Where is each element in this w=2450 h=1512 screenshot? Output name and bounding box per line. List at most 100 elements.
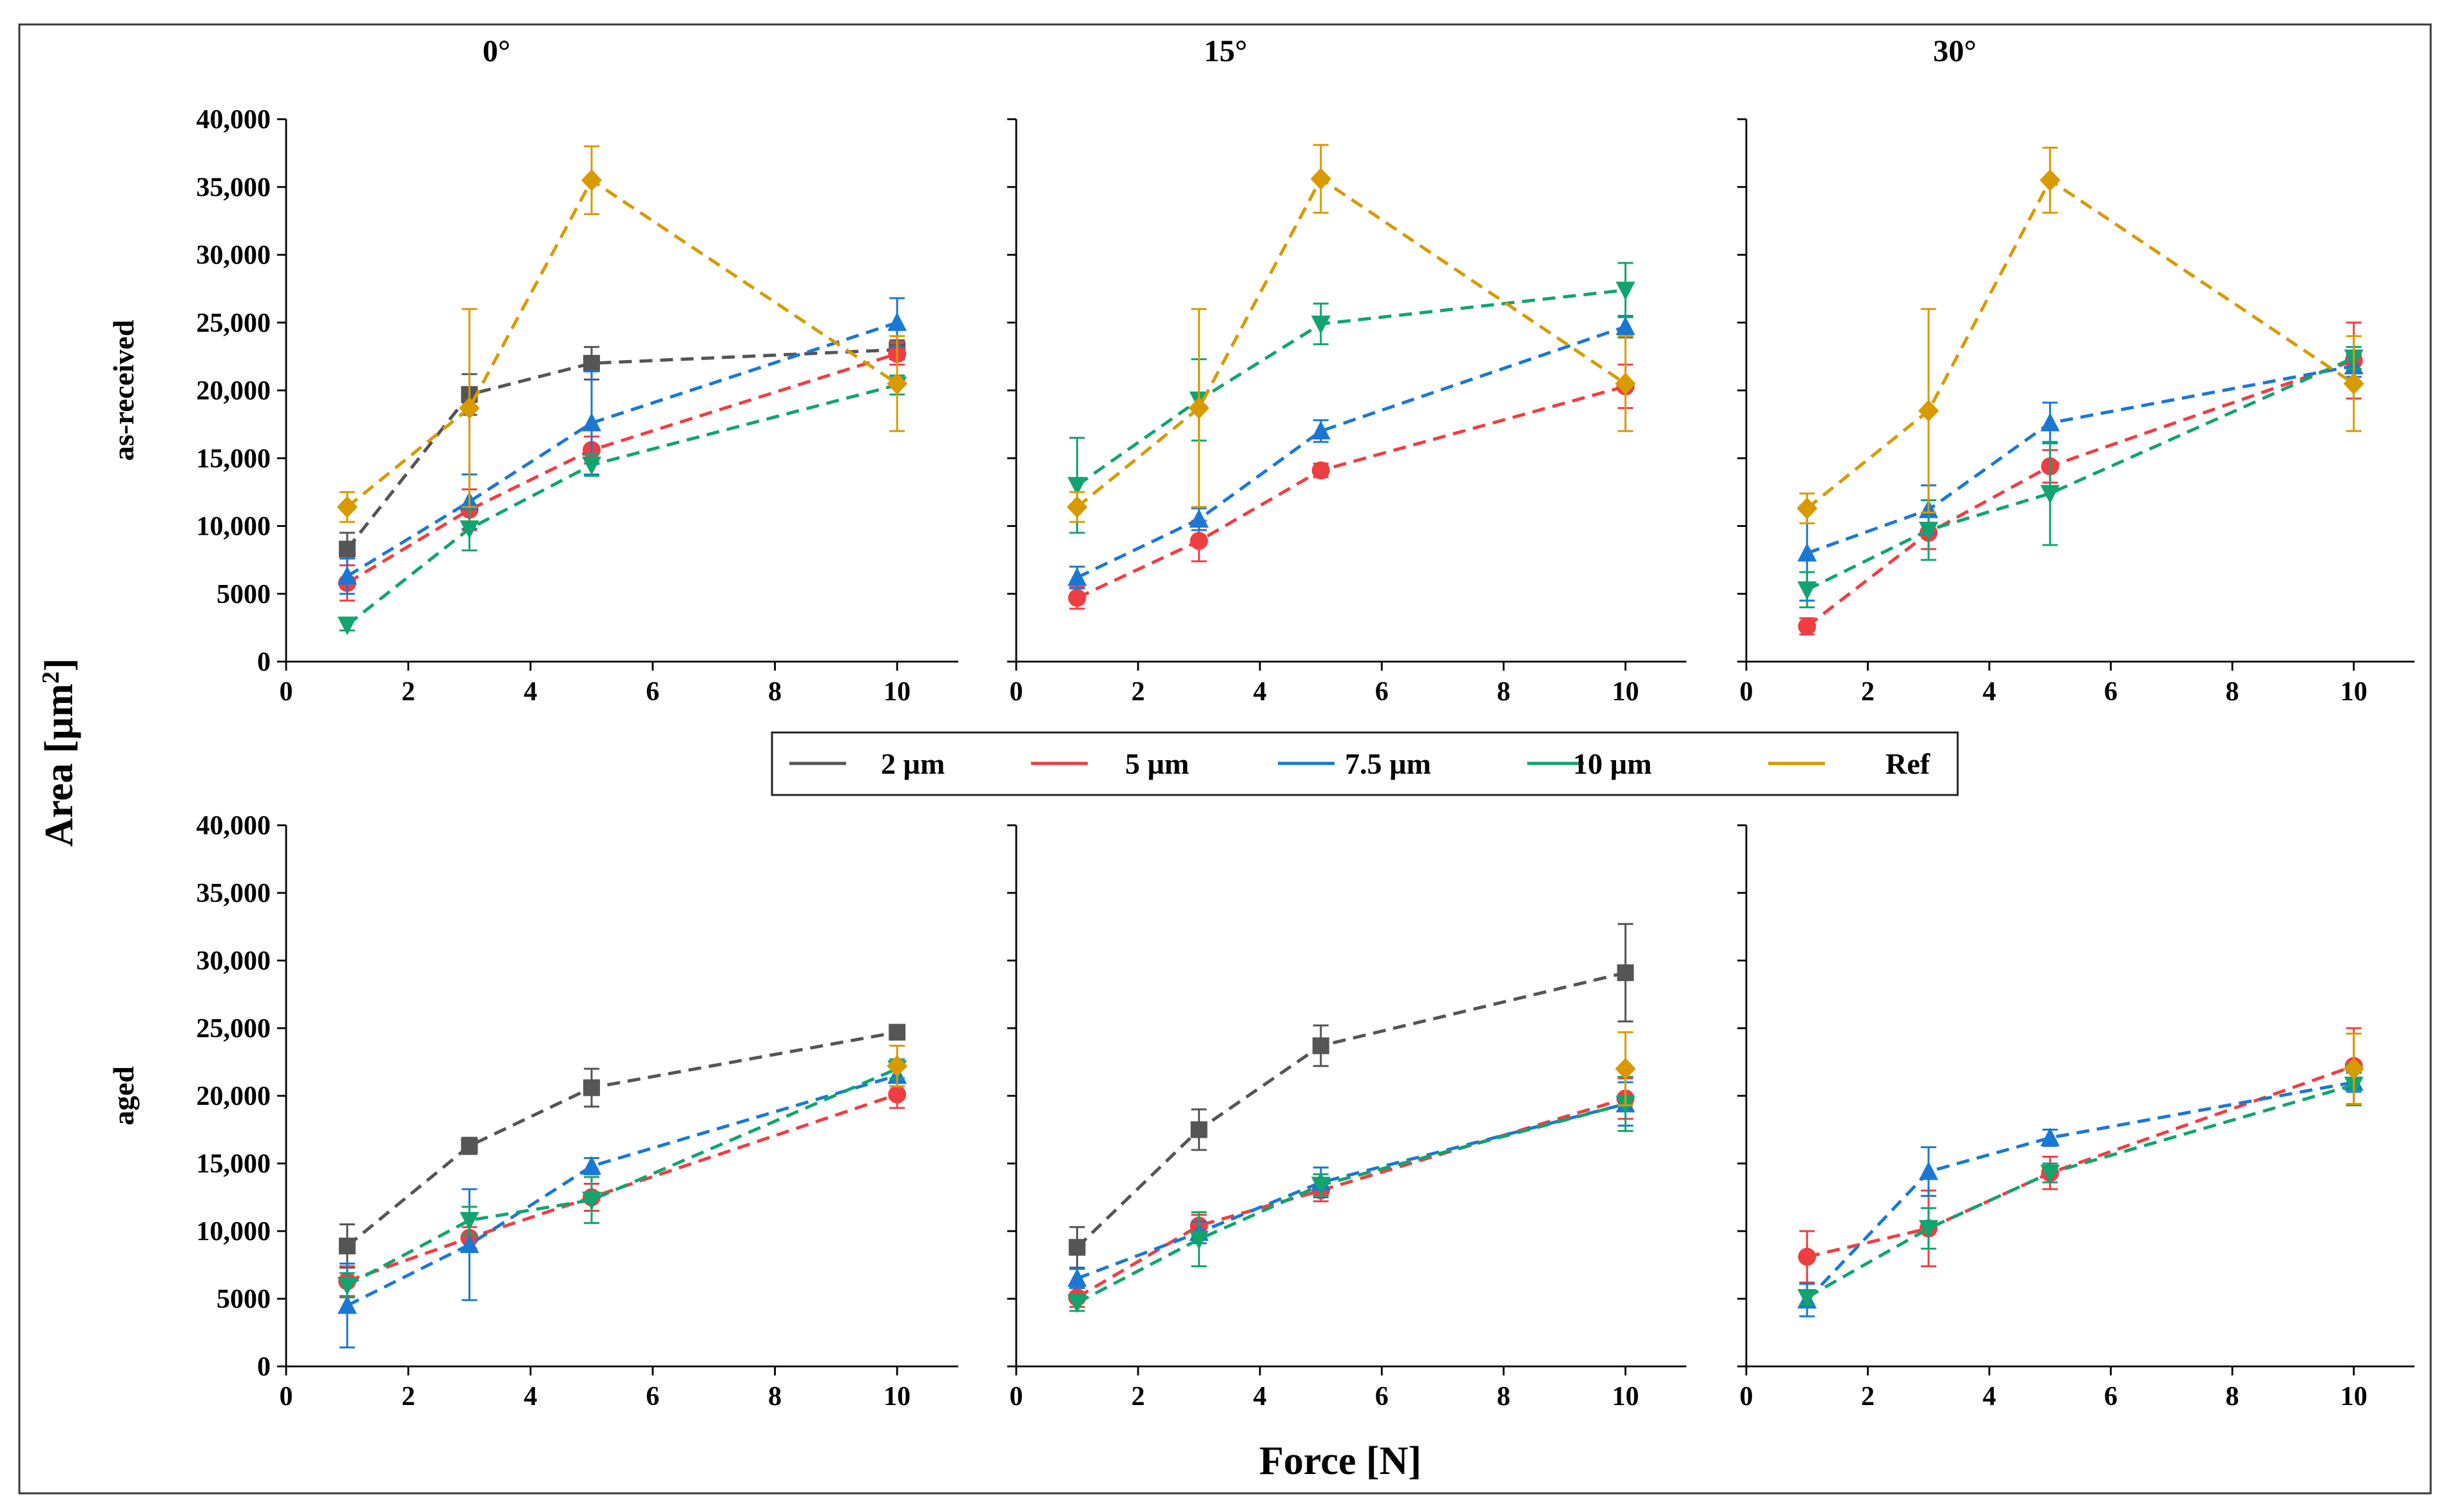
data-point [1189,508,1209,528]
y-tick-label: 15,000 [197,444,271,474]
data-point [583,354,601,372]
data-point [582,1191,602,1211]
data-point [1067,567,1087,586]
y-axis-title-superscript: 2 [37,671,64,684]
x-tick-label: 6 [1375,1382,1389,1412]
x-tick-label: 10 [883,1382,911,1412]
y-axis-title-base: Area [µm [37,684,81,847]
legend-label: 2 µm [881,747,945,780]
x-tick-label: 8 [2226,1382,2239,1412]
data-point [2040,484,2060,504]
x-tick-label: 8 [768,677,782,707]
data-point [1189,1230,1209,1250]
data-point [582,1156,602,1175]
data-point [1798,617,1817,636]
series-ref [1615,1031,1636,1107]
data-point [1067,1294,1087,1314]
data-point [459,1234,479,1253]
data-point [1918,1220,1938,1239]
series-line [1806,178,2355,510]
series-line [1075,176,1626,508]
y-tick-label: 25,000 [197,1014,271,1044]
data-point [1615,372,1636,395]
data-point [1918,1161,1938,1180]
series-line [1076,1102,1626,1305]
series-line [346,1067,898,1287]
x-tick-label: 6 [646,677,659,707]
x-tick-label: 0 [1740,677,1753,707]
data-point [1190,1121,1208,1138]
y-tick-label: 10,000 [197,512,271,542]
panels: 0 2 4 6 8 10 0 5000 10,000 15,000 20,000 25,000 30,0… [107,34,2415,1412]
data-point [2040,412,2060,432]
x-tick-label: 10 [1612,1382,1639,1412]
data-point [1068,589,1086,608]
series-2-um [1068,923,1634,1269]
y-tick-label: 40,000 [197,105,271,135]
data-point [1615,1058,1636,1080]
y-tick-label: 30,000 [197,946,271,976]
data-point [583,1079,601,1096]
series-line [346,1074,898,1307]
data-point [887,372,908,395]
x-tick-label: 8 [768,1382,782,1412]
series-ref [336,145,908,523]
data-point [2343,1058,2364,1080]
panel-aged-15deg: 0 2 4 6 8 10 [1007,824,1686,1412]
column-title: 15° [1204,34,1247,68]
panel-as-received-30deg: 0 2 4 6 8 10 30° [1737,34,2415,707]
data-point [1918,399,1939,422]
x-tick-label: 2 [1132,1382,1145,1412]
data-point [1311,315,1331,334]
series-line [1806,1083,2355,1299]
legend-entry-ref: Ref [1768,747,1931,780]
x-tick-label: 8 [1497,1382,1510,1412]
series-line [346,383,898,627]
series-line [1076,325,1626,579]
data-point [1918,521,1938,541]
x-tick-label: 2 [1861,1382,1875,1412]
data-point [1797,497,1818,520]
y-tick-label: 35,000 [197,173,271,202]
series-line [346,352,898,585]
data-point [1797,542,1817,562]
y-axis-title-end: ] [37,658,81,672]
series-7-5-um [1067,314,1635,589]
x-tick-label: 0 [1740,1382,1753,1412]
data-point [459,520,479,539]
x-tick-label: 2 [1132,677,1145,707]
data-point [459,1212,479,1231]
x-tick-label: 2 [401,677,415,707]
series-line [346,1030,898,1248]
series-10-um [1797,1064,2364,1308]
series-7-5-um [1067,1081,1635,1289]
x-tick-label: 0 [1010,677,1023,707]
data-point [461,1137,478,1154]
series-10-um [1067,1076,1635,1314]
x-tick-label: 4 [1983,1382,1996,1412]
series-10-um [1067,262,1635,534]
series-line [1076,1096,1626,1299]
x-tick-label: 2 [401,1382,415,1412]
series-7-5-um [337,297,907,595]
data-point [1798,1247,1817,1266]
figure-frame [18,23,2432,1495]
data-point [1311,461,1330,480]
legend-label: Ref [1886,747,1931,780]
data-point [1190,531,1208,550]
data-point [1616,282,1635,301]
data-point [888,1085,907,1104]
data-point [1067,477,1087,496]
series-ref [1066,144,1636,523]
x-tick-label: 4 [524,677,537,707]
series-ref [1797,146,2364,524]
data-point [887,312,907,331]
y-tick-label: 15,000 [197,1149,271,1179]
data-point [2343,372,2364,395]
data-point [1312,1037,1329,1055]
y-tick-label: 40,000 [197,811,271,841]
data-point [887,1055,908,1077]
data-point [2040,1164,2060,1183]
x-tick-label: 10 [2340,677,2368,707]
x-tick-label: 8 [1497,677,1510,707]
